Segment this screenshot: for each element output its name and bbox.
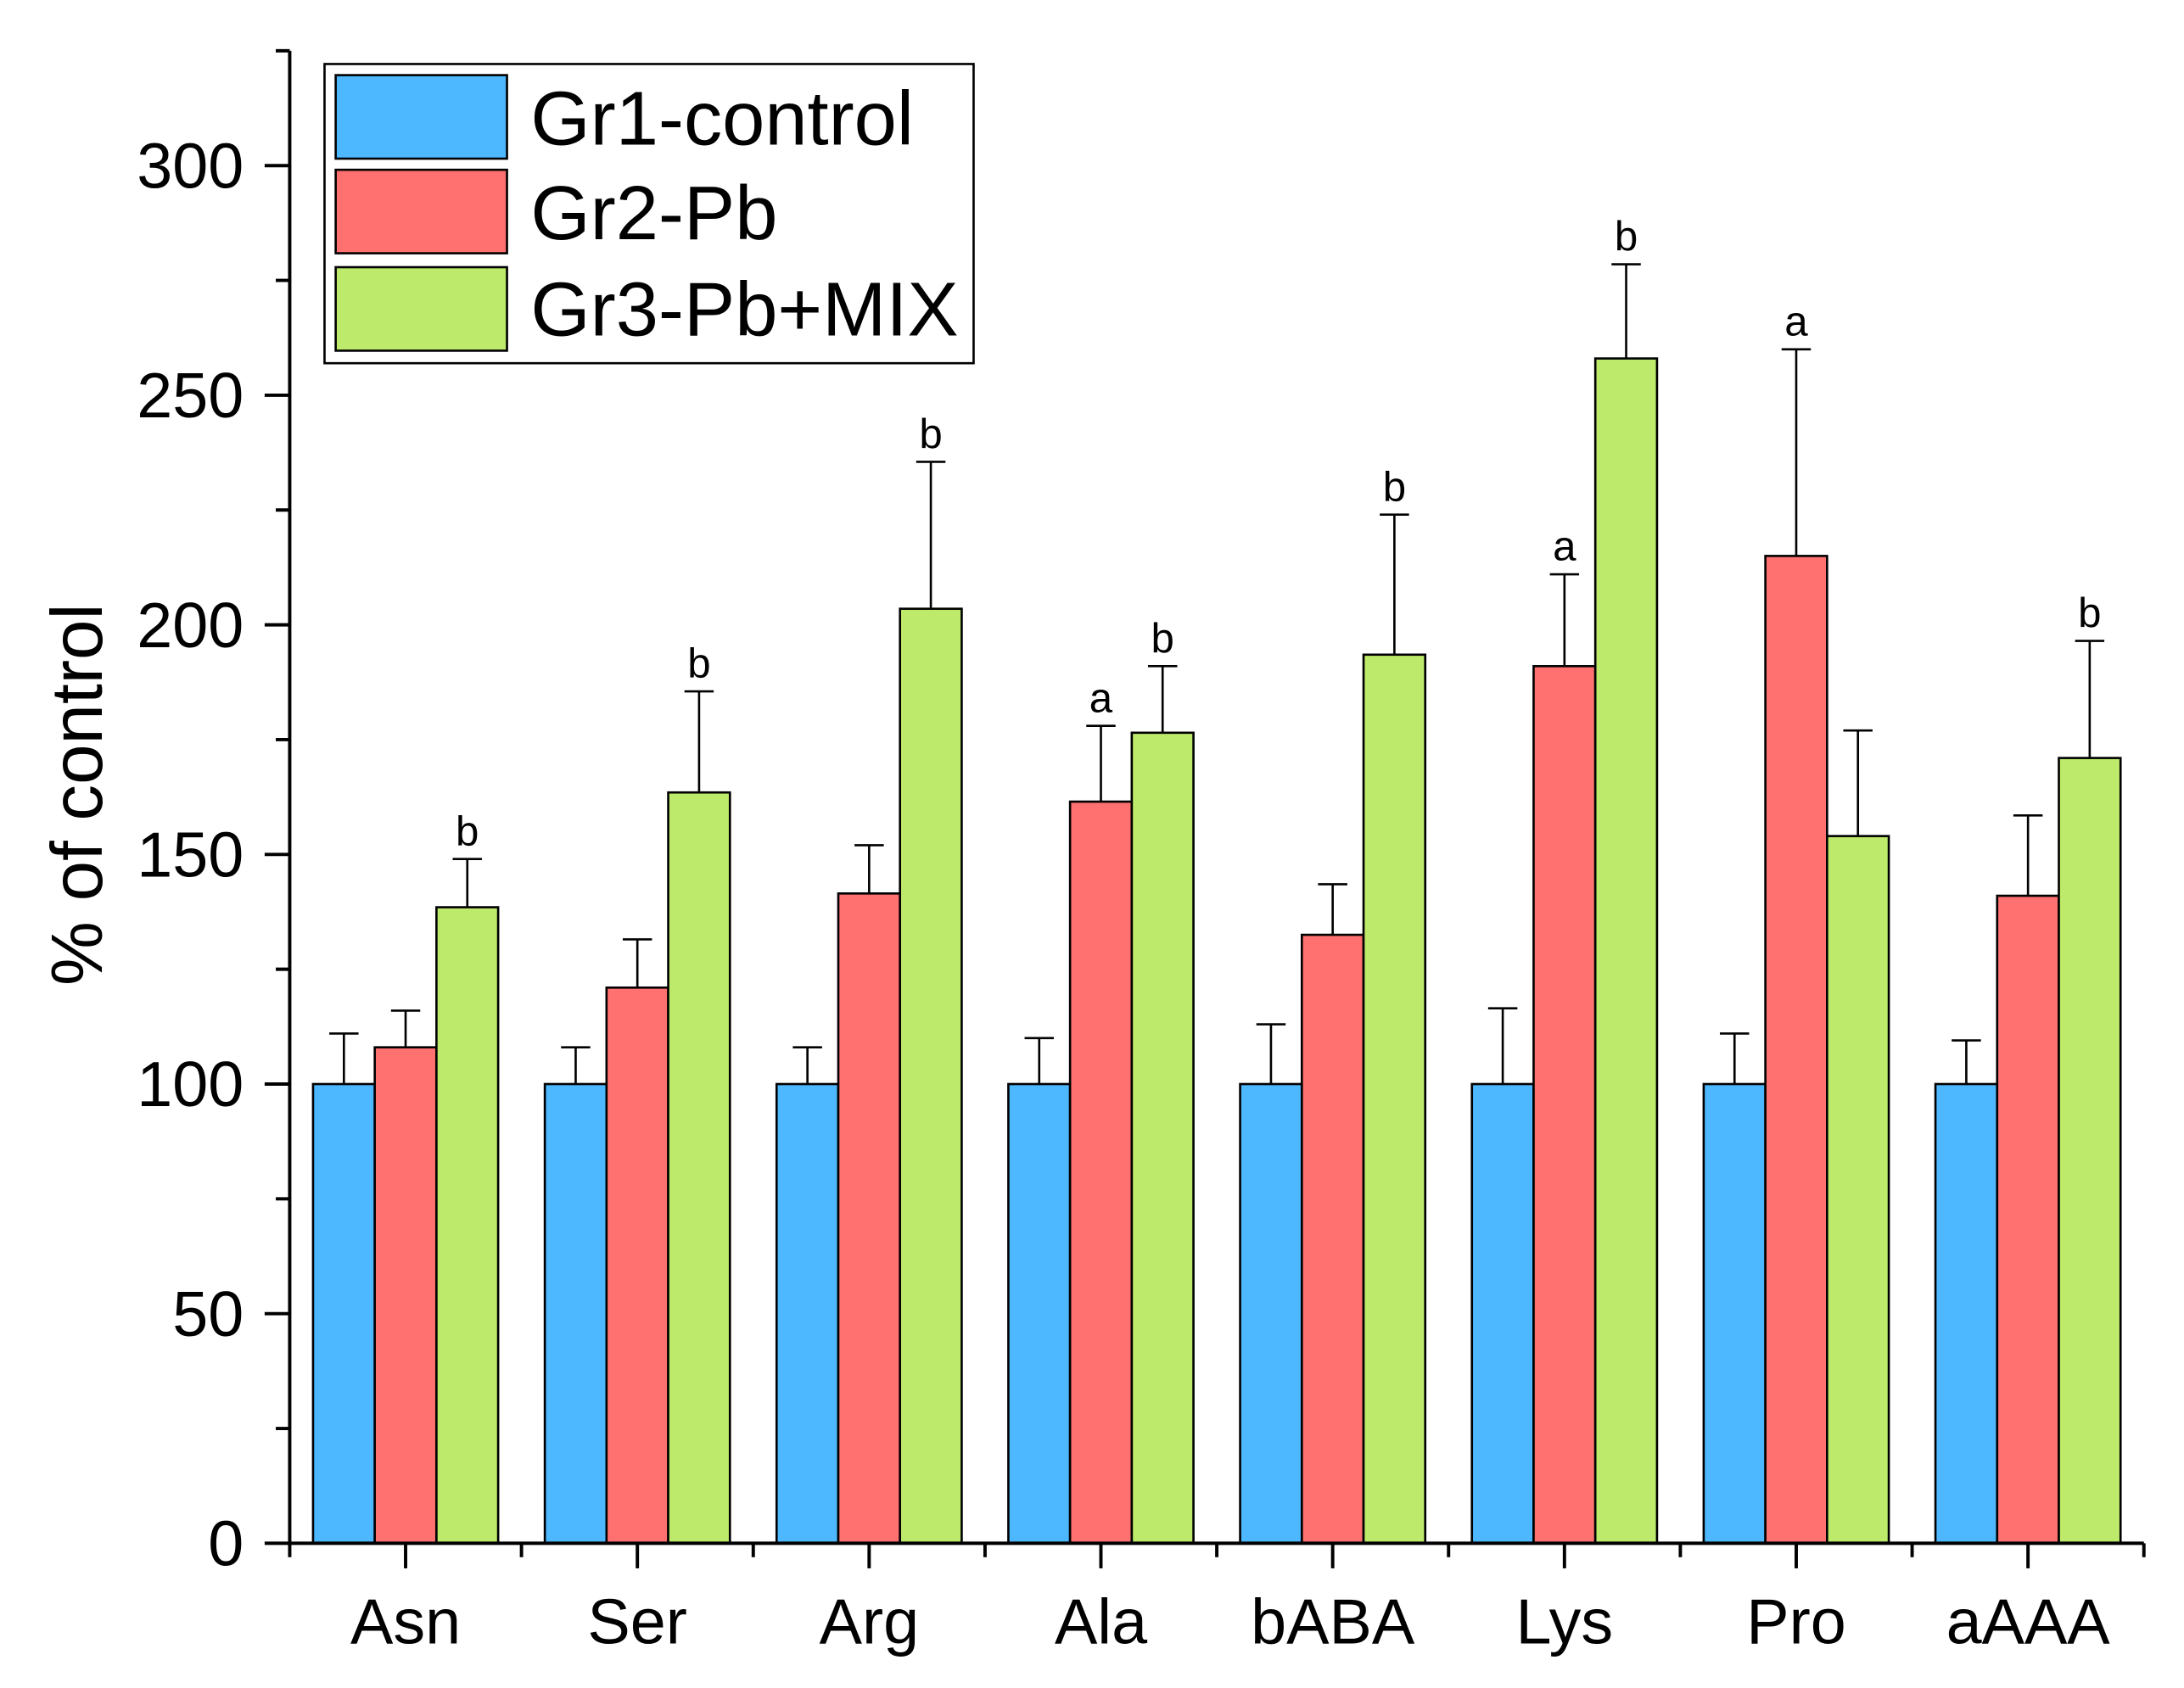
bar-aAAA-Gr2-Pb (1996, 894, 2060, 1545)
bars-layer (311, 357, 2122, 1545)
y-tick-label: 50 (172, 1278, 244, 1350)
bar-aAAA-Gr1-control (1934, 1082, 1999, 1545)
error-bars-layer (329, 263, 2105, 1084)
bar-Lys-Gr2-Pb (1532, 665, 1597, 1545)
x-tick-label-aAAA: aAAA (1946, 1586, 2111, 1657)
bar-Lys-Gr1-control (1470, 1082, 1535, 1545)
bar-bABA-Gr2-Pb (1300, 933, 1365, 1545)
x-tick-label-bABA: bABA (1251, 1586, 1415, 1657)
bar-Asn-Gr2-Pb (373, 1046, 438, 1545)
y-tick-label: 150 (137, 819, 244, 891)
significance-label-Arg-Gr3-Pb+MIX: b (919, 411, 942, 457)
bar-bABA-Gr1-control (1239, 1082, 1303, 1545)
bar-Arg-Gr2-Pb (837, 892, 902, 1545)
bar-aAAA-Gr3-Pb+MIX (2058, 757, 2122, 1545)
bar-Ala-Gr3-Pb+MIX (1130, 731, 1195, 1545)
bar-Arg-Gr3-Pb+MIX (899, 607, 963, 1545)
bar-Lys-Gr3-Pb+MIX (1593, 357, 1659, 1545)
legend-label-gr2-pb: Gr2-Pb (530, 170, 777, 256)
y-tick-label: 200 (137, 590, 244, 661)
significance-label-Pro-Gr2-Pb: a (1784, 298, 1808, 344)
significance-label-Asn-Gr3-Pb+MIX: b (456, 808, 479, 854)
legend-label-gr3-pb-mix: Gr3-Pb+MIX (530, 266, 958, 352)
bar-Pro-Gr2-Pb (1764, 555, 1828, 1545)
x-tick-label-Pro: Pro (1746, 1586, 1845, 1657)
significance-label-aAAA-Gr3-Pb+MIX: b (2078, 590, 2101, 636)
bar-bABA-Gr3-Pb+MIX (1362, 653, 1427, 1545)
legend-swatch-gr1-control (334, 74, 508, 160)
legend-swatch-gr2-pb (334, 168, 508, 254)
bar-Ala-Gr1-control (1007, 1082, 1072, 1545)
significance-label-bABA-Gr3-Pb+MIX: b (1383, 463, 1406, 510)
significance-label-Ala-Gr2-Pb: a (1089, 674, 1113, 721)
bar-Pro-Gr3-Pb+MIX (1826, 835, 1890, 1545)
legend: Gr1-control Gr2-Pb Gr3-Pb+MIX (323, 63, 975, 365)
significance-label-Ser-Gr3-Pb+MIX: b (687, 640, 710, 687)
y-tick-label: 300 (137, 130, 244, 201)
y-axis: 0 50 100 150 200 250 300 (137, 48, 292, 1579)
x-tick-label-Asn: Asn (350, 1586, 461, 1657)
y-tick-label: 0 (208, 1508, 244, 1579)
x-tick-label-Lys: Lys (1515, 1586, 1613, 1657)
significance-label-Lys-Gr3-Pb+MIX: b (1615, 213, 1638, 260)
legend-label-gr1-control: Gr1-control (530, 76, 914, 162)
bar-Ser-Gr1-control (543, 1082, 608, 1545)
bar-Ser-Gr2-Pb (605, 986, 669, 1545)
x-tick-label-Arg: Arg (820, 1586, 919, 1657)
x-tick-label-Ala: Ala (1055, 1586, 1147, 1657)
x-axis: Asn Ser Arg Ala bABA Lys Pro aAAA (288, 1541, 2146, 1657)
bar-Asn-Gr1-control (311, 1082, 376, 1545)
bar-Pro-Gr1-control (1702, 1082, 1767, 1545)
y-tick-label: 100 (137, 1048, 244, 1120)
legend-swatch-gr3-pb-mix (334, 265, 508, 352)
y-tick-label: 250 (137, 360, 244, 431)
bar-Ala-Gr2-Pb (1068, 800, 1134, 1545)
significance-label-Ala-Gr3-Pb+MIX: b (1151, 615, 1174, 662)
bar-Ser-Gr3-Pb+MIX (667, 791, 731, 1545)
bar-Asn-Gr3-Pb+MIX (435, 906, 500, 1545)
significance-label-Lys-Gr2-Pb: a (1553, 523, 1576, 570)
bar-Arg-Gr1-control (775, 1082, 840, 1545)
y-axis-title: % of control (37, 604, 118, 986)
x-tick-label-Ser: Ser (587, 1586, 686, 1657)
